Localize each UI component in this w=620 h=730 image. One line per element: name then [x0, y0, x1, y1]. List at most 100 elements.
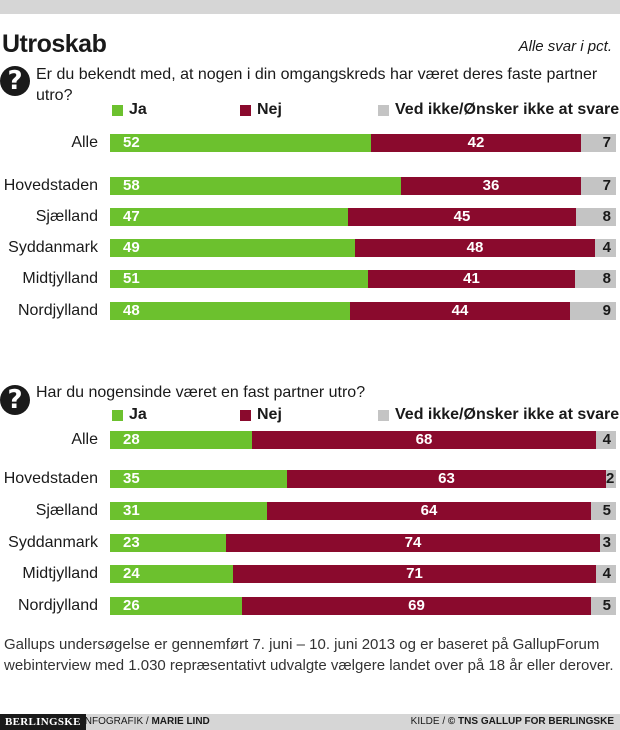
data-label-nej: 48: [466, 239, 484, 256]
question-mark-circle-icon: ?: [0, 385, 30, 415]
bar-ved-ikke: [575, 270, 616, 288]
data-label-ved-ikke: 4: [602, 239, 611, 256]
category-label: Alle: [71, 431, 98, 448]
data-label-ja: 24: [123, 565, 140, 582]
bar-nej: [233, 565, 596, 583]
legend-swatch-nej: [240, 104, 251, 116]
data-label-ja: 58: [123, 177, 140, 194]
data-label-ved-ikke: 8: [602, 208, 611, 225]
credit: INFOGRAFIK / MARIE LIND: [82, 714, 210, 730]
data-label-ved-ikke: 8: [602, 270, 611, 287]
bar-ved-ikke: [606, 470, 616, 488]
bar-nej: [242, 597, 591, 615]
data-label-ved-ikke: 2: [606, 470, 615, 487]
legend-label-nej: Nej: [257, 406, 282, 423]
data-label-ved-ikke: 5: [602, 597, 611, 614]
bar-ja: [110, 208, 348, 226]
bar-nej: [267, 502, 591, 520]
bar-nej: [371, 134, 581, 152]
bar-nej: [368, 270, 575, 288]
data-label-nej: 63: [438, 470, 455, 487]
legend-swatch-ja: [112, 104, 123, 116]
legend-label-ja: Ja: [129, 406, 147, 423]
credit-prefix: INFOGRAFIK /: [82, 716, 152, 727]
legend-item-ved-ikke: Ved ikke/Ønsker ikke at svare: [378, 101, 619, 119]
legend-label-ved-ikke: Ved ikke/Ønsker ikke at svare: [395, 406, 620, 423]
bar-ved-ikke: [600, 534, 616, 552]
category-label: Hovedstaden: [3, 470, 98, 487]
bar-ved-ikke: [581, 177, 616, 195]
bar-ja: [110, 502, 267, 520]
data-label-ja: 35: [123, 470, 140, 487]
data-label-ja: 26: [123, 597, 140, 614]
data-label-ja: 23: [123, 534, 140, 551]
legend-swatch-ved-ikke: [378, 409, 389, 421]
bar-ja: [110, 270, 368, 288]
bar-ved-ikke: [591, 502, 616, 520]
bar-nej: [350, 302, 570, 320]
footnote: Gallups undersøgelse er gennemført 7. ju…: [4, 636, 614, 674]
data-label-ja: 51: [123, 270, 140, 287]
legend-label-nej: Nej: [257, 101, 282, 118]
category-label: Midtjylland: [22, 565, 98, 582]
data-label-ved-ikke: 9: [602, 302, 611, 319]
category-label: Midtjylland: [22, 270, 98, 287]
source-prefix: KILDE /: [410, 716, 448, 727]
legend-swatch-nej: [240, 409, 251, 421]
category-label: Syddanmark: [8, 534, 98, 551]
data-label-nej: 74: [404, 534, 422, 551]
top-band: [0, 0, 620, 14]
data-label-nej: 64: [420, 502, 438, 519]
data-label-ved-ikke: 7: [602, 134, 611, 151]
page-title: Utroskab: [2, 30, 107, 58]
bar-nej: [287, 470, 606, 488]
bar-ved-ikke: [595, 239, 616, 257]
brand-logo: BERLINGSKE: [0, 714, 86, 730]
source: KILDE / © TNS GALLUP FOR BERLINGSKE: [411, 714, 614, 730]
data-label-ved-ikke: 7: [602, 177, 611, 194]
data-label-nej: 71: [406, 565, 423, 582]
legend-item-ja: Ja: [112, 101, 147, 119]
bar-ja: [110, 565, 233, 583]
bar-ved-ikke: [570, 302, 616, 320]
data-label-nej: 44: [451, 302, 469, 319]
bar-nej: [348, 208, 576, 226]
question-text: Er du bekendt med, at nogen i din omgang…: [36, 66, 598, 104]
data-label-nej: 41: [463, 270, 480, 287]
bar-ved-ikke: [596, 565, 616, 583]
data-label-ved-ikke: 4: [602, 565, 611, 582]
legend-item-ved-ikke: Ved ikke/Ønsker ikke at svare: [378, 406, 619, 424]
data-label-ja: 47: [123, 208, 140, 225]
legend-swatch-ved-ikke: [378, 104, 389, 116]
bar-nej: [355, 239, 595, 257]
data-label-nej: 68: [415, 431, 433, 448]
chart-legend: Ja Nej Ved ikke/Ønsker ikke at svare: [0, 101, 620, 121]
bar-ja: [110, 177, 401, 195]
category-label: Nordjylland: [17, 302, 98, 319]
credit-name: MARIE LIND: [151, 716, 210, 727]
legend-label-ja: Ja: [129, 101, 147, 118]
category-label: Sjælland: [35, 502, 98, 519]
data-label-ja: 49: [123, 239, 140, 256]
data-label-ja: 52: [123, 134, 140, 151]
question-text: Har du nogensinde været en fast partner …: [36, 384, 366, 401]
footer-band: BERLINGSKE INFOGRAFIK / MARIE LIND KILDE…: [0, 714, 620, 730]
data-label-nej: 45: [453, 208, 471, 225]
question-mark-circle-icon: ?: [0, 66, 30, 96]
data-label-nej: 42: [467, 134, 485, 151]
data-label-nej: 36: [482, 177, 500, 194]
legend-label-ved-ikke: Ved ikke/Ønsker ikke at svare: [395, 101, 620, 118]
bar-nej: [252, 431, 596, 449]
data-label-ja: 48: [123, 302, 140, 319]
bar-ja: [110, 431, 252, 449]
source-name: © TNS GALLUP FOR BERLINGSKE: [447, 716, 614, 727]
legend-item-nej: Nej: [240, 406, 282, 424]
chart-legend: Ja Nej Ved ikke/Ønsker ikke at svare: [0, 406, 620, 426]
unit-note: Alle svar i pct.: [518, 38, 612, 55]
data-label-ved-ikke: 5: [602, 502, 611, 519]
category-label: Sjælland: [35, 208, 98, 225]
legend-item-nej: Nej: [240, 101, 282, 119]
category-label: Syddanmark: [8, 239, 98, 256]
bar-nej: [401, 177, 581, 195]
data-label-ved-ikke: 3: [602, 534, 611, 551]
